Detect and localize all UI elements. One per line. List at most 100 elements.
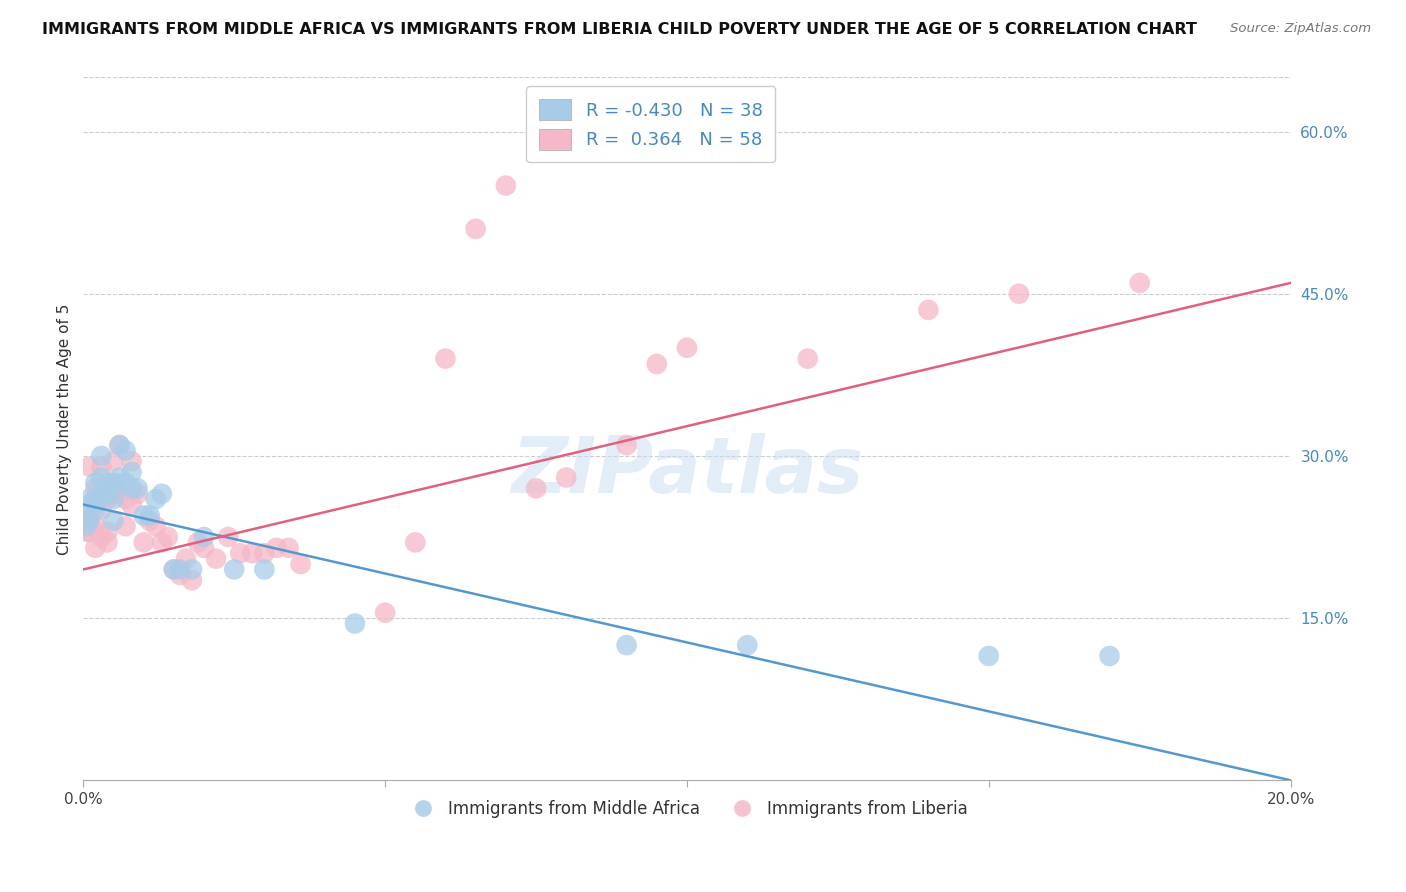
Legend: Immigrants from Middle Africa, Immigrants from Liberia: Immigrants from Middle Africa, Immigrant… <box>399 793 974 825</box>
Point <box>343 616 366 631</box>
Point <box>90 503 112 517</box>
Point <box>187 535 209 549</box>
Point <box>163 562 186 576</box>
Point <box>103 514 125 528</box>
Point <box>127 481 149 495</box>
Point <box>103 454 125 468</box>
Point <box>84 481 107 495</box>
Point <box>75 519 97 533</box>
Point <box>150 487 173 501</box>
Point <box>75 524 97 539</box>
Point <box>103 487 125 501</box>
Point <box>616 438 638 452</box>
Point <box>121 498 143 512</box>
Point <box>193 530 215 544</box>
Point <box>84 492 107 507</box>
Point <box>193 541 215 555</box>
Point <box>174 551 197 566</box>
Point <box>103 475 125 490</box>
Point <box>434 351 457 366</box>
Point <box>169 567 191 582</box>
Point <box>132 535 155 549</box>
Point <box>108 470 131 484</box>
Point <box>224 562 246 576</box>
Point <box>145 519 167 533</box>
Point <box>229 546 252 560</box>
Point <box>181 574 204 588</box>
Point <box>121 454 143 468</box>
Point <box>163 562 186 576</box>
Point <box>1098 648 1121 663</box>
Point <box>96 492 118 507</box>
Point <box>277 541 299 555</box>
Point <box>253 562 276 576</box>
Point <box>676 341 699 355</box>
Point <box>84 498 107 512</box>
Point <box>524 481 547 495</box>
Point <box>79 492 101 507</box>
Point <box>645 357 668 371</box>
Point <box>114 492 136 507</box>
Point <box>404 535 426 549</box>
Point <box>90 530 112 544</box>
Point <box>114 443 136 458</box>
Point <box>132 508 155 523</box>
Point <box>290 557 312 571</box>
Point <box>127 487 149 501</box>
Point <box>84 541 107 555</box>
Point <box>96 524 118 539</box>
Point <box>84 519 107 533</box>
Point <box>555 470 578 484</box>
Point <box>1129 276 1152 290</box>
Point <box>79 514 101 528</box>
Text: Source: ZipAtlas.com: Source: ZipAtlas.com <box>1230 22 1371 36</box>
Point <box>103 492 125 507</box>
Point <box>138 514 160 528</box>
Point <box>374 606 396 620</box>
Point <box>156 530 179 544</box>
Point <box>90 470 112 484</box>
Text: ZIPatlas: ZIPatlas <box>510 433 863 509</box>
Point <box>796 351 818 366</box>
Point <box>616 638 638 652</box>
Point <box>121 465 143 479</box>
Text: IMMIGRANTS FROM MIDDLE AFRICA VS IMMIGRANTS FROM LIBERIA CHILD POVERTY UNDER THE: IMMIGRANTS FROM MIDDLE AFRICA VS IMMIGRA… <box>42 22 1197 37</box>
Point <box>114 475 136 490</box>
Point <box>84 475 107 490</box>
Point <box>150 535 173 549</box>
Point <box>103 475 125 490</box>
Point <box>96 475 118 490</box>
Point <box>1008 286 1031 301</box>
Point <box>90 449 112 463</box>
Point <box>84 503 107 517</box>
Point <box>114 519 136 533</box>
Point <box>79 514 101 528</box>
Point <box>266 541 288 555</box>
Point <box>108 487 131 501</box>
Point <box>79 503 101 517</box>
Point <box>169 562 191 576</box>
Point <box>205 551 228 566</box>
Point <box>90 487 112 501</box>
Point <box>737 638 759 652</box>
Point <box>145 492 167 507</box>
Point <box>79 459 101 474</box>
Point <box>96 535 118 549</box>
Point <box>917 302 939 317</box>
Point <box>495 178 517 193</box>
Point <box>240 546 263 560</box>
Point <box>181 562 204 576</box>
Point <box>977 648 1000 663</box>
Point <box>253 546 276 560</box>
Point <box>96 487 118 501</box>
Point <box>121 481 143 495</box>
Point <box>108 438 131 452</box>
Point <box>108 438 131 452</box>
Point <box>75 514 97 528</box>
Point <box>79 498 101 512</box>
Point <box>464 222 486 236</box>
Point <box>217 530 239 544</box>
Point <box>79 524 101 539</box>
Point <box>90 459 112 474</box>
Y-axis label: Child Poverty Under the Age of 5: Child Poverty Under the Age of 5 <box>58 303 72 555</box>
